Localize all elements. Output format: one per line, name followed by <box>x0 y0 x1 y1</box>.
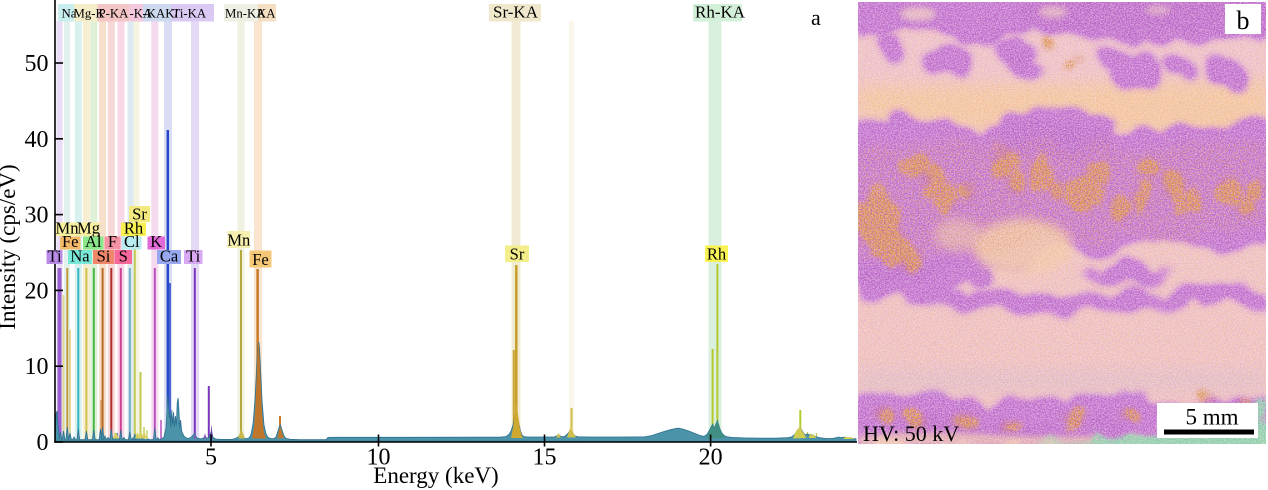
svg-text:Mn: Mn <box>56 219 79 238</box>
svg-text:Mn: Mn <box>227 231 250 250</box>
svg-text:5 mm: 5 mm <box>1185 405 1238 430</box>
svg-text:10: 10 <box>25 354 49 380</box>
svg-text:Rh: Rh <box>707 245 727 264</box>
svg-text:5: 5 <box>205 445 217 471</box>
svg-text:K: K <box>150 232 162 251</box>
svg-text:Mg: Mg <box>77 219 100 238</box>
svg-text:0: 0 <box>37 430 49 456</box>
svg-text:Ca: Ca <box>160 247 179 266</box>
svg-text:50: 50 <box>25 51 49 77</box>
svg-text:Sr: Sr <box>132 205 147 224</box>
svg-text:Mg-K: Mg-K <box>74 7 106 21</box>
svg-text:b: b <box>1237 6 1250 35</box>
svg-text:40: 40 <box>25 127 49 153</box>
svg-text:Ti: Ti <box>186 247 200 266</box>
svg-text:15: 15 <box>533 445 557 471</box>
svg-text:P-KA: P-KA <box>99 7 130 21</box>
svg-text:Na: Na <box>62 7 77 21</box>
svg-text:Rh-KA: Rh-KA <box>695 3 746 22</box>
svg-text:Ti: Ti <box>47 247 61 266</box>
svg-text:Energy (keV): Energy (keV) <box>373 463 498 488</box>
svg-text:-KA: -KA <box>130 7 154 21</box>
svg-text:Rh: Rh <box>124 219 144 238</box>
svg-text:Fe: Fe <box>252 250 269 269</box>
svg-text:Intensity (cps/eV): Intensity (cps/eV) <box>0 164 20 329</box>
svg-text:Mn-KA: Mn-KA <box>225 7 266 21</box>
svg-text:S: S <box>119 247 128 266</box>
svg-text:Sr-KA: Sr-KA <box>493 3 539 22</box>
svg-text:20: 20 <box>25 278 49 304</box>
svg-text:30: 30 <box>25 203 49 229</box>
svg-text:Cl: Cl <box>124 232 140 251</box>
svg-text:HV: 50 kV: HV: 50 kV <box>863 421 959 444</box>
svg-text:20: 20 <box>699 445 723 471</box>
svg-text:10: 10 <box>367 445 391 471</box>
svg-text:Fe: Fe <box>62 232 79 251</box>
svg-text:Al: Al <box>85 232 102 251</box>
svg-text:Ti-KA: Ti-KA <box>173 7 207 21</box>
svg-text:Si: Si <box>97 247 111 266</box>
svg-text:-KAK/: -KAK/ <box>143 7 179 21</box>
svg-text:KA: KA <box>257 7 276 21</box>
svg-text:F: F <box>108 232 117 251</box>
svg-text:a: a <box>811 5 821 30</box>
svg-text:Sr: Sr <box>510 245 525 264</box>
svg-text:Na: Na <box>70 247 90 266</box>
